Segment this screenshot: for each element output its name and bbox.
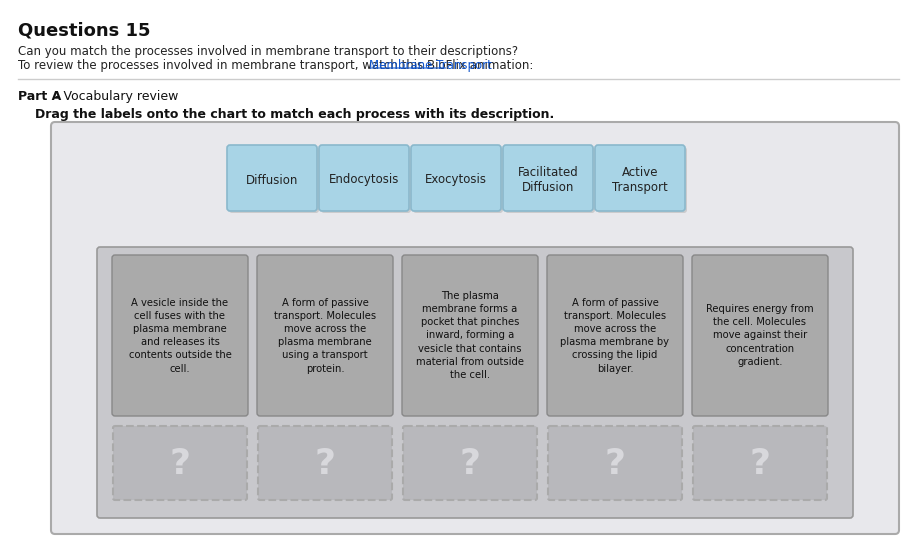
FancyBboxPatch shape bbox=[503, 145, 593, 211]
Text: Exocytosis: Exocytosis bbox=[425, 173, 487, 186]
Text: ?: ? bbox=[604, 447, 625, 481]
Text: Endocytosis: Endocytosis bbox=[329, 173, 399, 186]
Text: Membrane Transport: Membrane Transport bbox=[369, 59, 492, 72]
FancyBboxPatch shape bbox=[97, 247, 853, 518]
FancyBboxPatch shape bbox=[403, 426, 537, 500]
Text: ?: ? bbox=[459, 447, 481, 481]
FancyBboxPatch shape bbox=[319, 145, 409, 211]
Text: - Vocabulary review: - Vocabulary review bbox=[51, 90, 179, 103]
Text: Facilitated
Diffusion: Facilitated Diffusion bbox=[517, 166, 579, 194]
FancyBboxPatch shape bbox=[257, 255, 393, 416]
FancyBboxPatch shape bbox=[402, 255, 538, 416]
FancyBboxPatch shape bbox=[321, 147, 411, 213]
Text: The plasma
membrane forms a
pocket that pinches
inward, forming a
vesicle that c: The plasma membrane forms a pocket that … bbox=[416, 291, 524, 380]
Text: ?: ? bbox=[315, 447, 336, 481]
FancyBboxPatch shape bbox=[595, 145, 685, 211]
Text: Part A: Part A bbox=[18, 90, 61, 103]
FancyBboxPatch shape bbox=[692, 255, 828, 416]
FancyBboxPatch shape bbox=[505, 147, 595, 213]
FancyBboxPatch shape bbox=[227, 145, 317, 211]
FancyBboxPatch shape bbox=[548, 426, 682, 500]
FancyBboxPatch shape bbox=[258, 426, 392, 500]
FancyBboxPatch shape bbox=[229, 147, 319, 213]
Text: Requires energy from
the cell. Molecules
move against their
concentration
gradie: Requires energy from the cell. Molecules… bbox=[706, 304, 813, 367]
Text: To review the processes involved in membrane transport, watch this BioFlix anima: To review the processes involved in memb… bbox=[18, 59, 537, 72]
Text: ?: ? bbox=[170, 447, 191, 481]
FancyBboxPatch shape bbox=[411, 145, 501, 211]
FancyBboxPatch shape bbox=[413, 147, 503, 213]
FancyBboxPatch shape bbox=[51, 122, 899, 534]
Text: Active
Transport: Active Transport bbox=[613, 166, 668, 194]
FancyBboxPatch shape bbox=[112, 255, 248, 416]
Text: A vesicle inside the
cell fuses with the
plasma membrane
and releases its
conten: A vesicle inside the cell fuses with the… bbox=[128, 298, 231, 373]
FancyBboxPatch shape bbox=[597, 147, 687, 213]
Text: Drag the labels onto the chart to match each process with its description.: Drag the labels onto the chart to match … bbox=[35, 108, 554, 121]
Text: Diffusion: Diffusion bbox=[246, 173, 298, 186]
Text: Can you match the processes involved in membrane transport to their descriptions: Can you match the processes involved in … bbox=[18, 45, 518, 58]
FancyBboxPatch shape bbox=[113, 426, 247, 500]
Text: A form of passive
transport. Molecules
move across the
plasma membrane
using a t: A form of passive transport. Molecules m… bbox=[274, 298, 376, 373]
Text: A form of passive
transport. Molecules
move across the
plasma membrane by
crossi: A form of passive transport. Molecules m… bbox=[560, 298, 669, 373]
FancyBboxPatch shape bbox=[693, 426, 827, 500]
Text: Questions 15: Questions 15 bbox=[18, 22, 150, 40]
FancyBboxPatch shape bbox=[547, 255, 683, 416]
Text: ?: ? bbox=[749, 447, 770, 481]
